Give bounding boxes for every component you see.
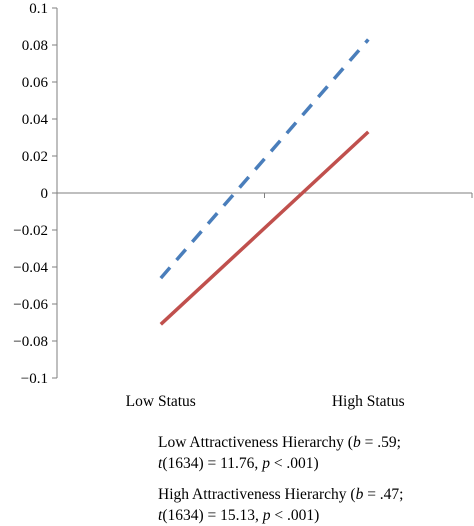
legend-text-low: Low Attractiveness Hierarchy (b = .59; t(… [158, 432, 468, 474]
y-tick-label: −0.06 [13, 297, 48, 313]
legend-t-value: (1634) = 15.13, [162, 507, 263, 524]
legend-name-lead: Low Attractiveness Hierarchy ( [158, 434, 353, 451]
legend-t-label: t [158, 455, 163, 472]
legend-p-value: < .001) [270, 507, 320, 524]
legend-p-value: < .001) [269, 455, 319, 472]
legend-name-lead: High Attractiveness Hierarchy ( [158, 486, 356, 503]
y-tick-label: −0.02 [13, 223, 48, 239]
legend-b-label: b [352, 434, 361, 451]
y-tick-label: −0.1 [21, 371, 48, 387]
plot-area [159, 38, 370, 326]
legend-b-label: b [355, 486, 364, 503]
y-tick-label: −0.08 [13, 334, 48, 350]
legend-b-value: = .47; [363, 486, 404, 503]
legend-p-label: p [262, 507, 271, 524]
legend-text-high: High Attractiveness Hierarchy (b = .47; t… [158, 484, 468, 526]
y-tick-label: 0.04 [22, 112, 49, 128]
legend-p-label: p [262, 455, 270, 472]
y-tick-label: −0.04 [13, 260, 48, 276]
x-axis: Low Status High Status [56, 192, 473, 410]
y-tick-label: 0.02 [22, 149, 48, 165]
x-tick-label: Low Status [126, 393, 196, 410]
x-tick-label: High Status [332, 393, 405, 410]
y-tick-label: 0 [41, 186, 49, 202]
legend-t-value: (1634) = 11.76, [162, 455, 263, 472]
y-axis: 0.1 0.08 0.06 0.04 0.02 0 −0.02 −0.04 −0.06 −0.08… [13, 1, 58, 387]
series-line-high-attractiveness [159, 130, 370, 326]
y-tick-label: 0.1 [29, 1, 48, 17]
y-tick-label: 0.06 [22, 75, 49, 91]
legend-b-value: = .59; [360, 434, 401, 451]
y-tick-label: 0.08 [22, 38, 48, 54]
legend-t-label: t [158, 507, 163, 524]
series-line-low-attractiveness [159, 38, 370, 280]
